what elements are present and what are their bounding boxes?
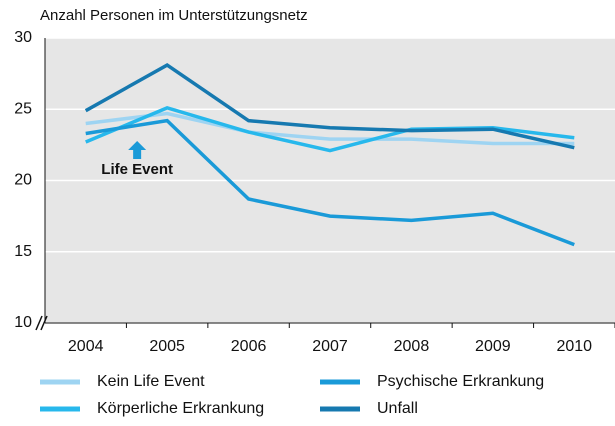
x-tick-label: 2009 (475, 338, 511, 355)
legend-label: Kein Life Event (97, 373, 205, 390)
x-tick-label: 2004 (68, 338, 104, 355)
legend-label: Psychische Erkrankung (377, 373, 544, 390)
y-axis-title: Anzahl Personen im Unterstützungsnetz (40, 7, 308, 24)
series-line (84, 63, 575, 150)
x-tick-label: 2008 (394, 338, 430, 355)
y-tick-label: 15 (14, 243, 32, 260)
y-tick-label: 30 (14, 29, 32, 46)
annotation-arrow (128, 141, 147, 159)
series-line (85, 111, 575, 146)
x-tick-label: 2007 (312, 338, 348, 355)
y-tick-label: 25 (14, 100, 32, 117)
y-tick-label: 10 (14, 314, 32, 331)
x-tick-label: 2010 (556, 338, 592, 355)
annotation: Life Event (101, 161, 173, 178)
x-tick-label: 2005 (149, 338, 185, 355)
series-line (85, 118, 575, 247)
x-tick-label: 2006 (231, 338, 267, 355)
axis-break (35, 315, 48, 331)
legend-label: Unfall (377, 400, 418, 417)
legend-label: Körperliche Erkrankung (97, 400, 264, 417)
y-tick-label: 20 (14, 172, 32, 189)
